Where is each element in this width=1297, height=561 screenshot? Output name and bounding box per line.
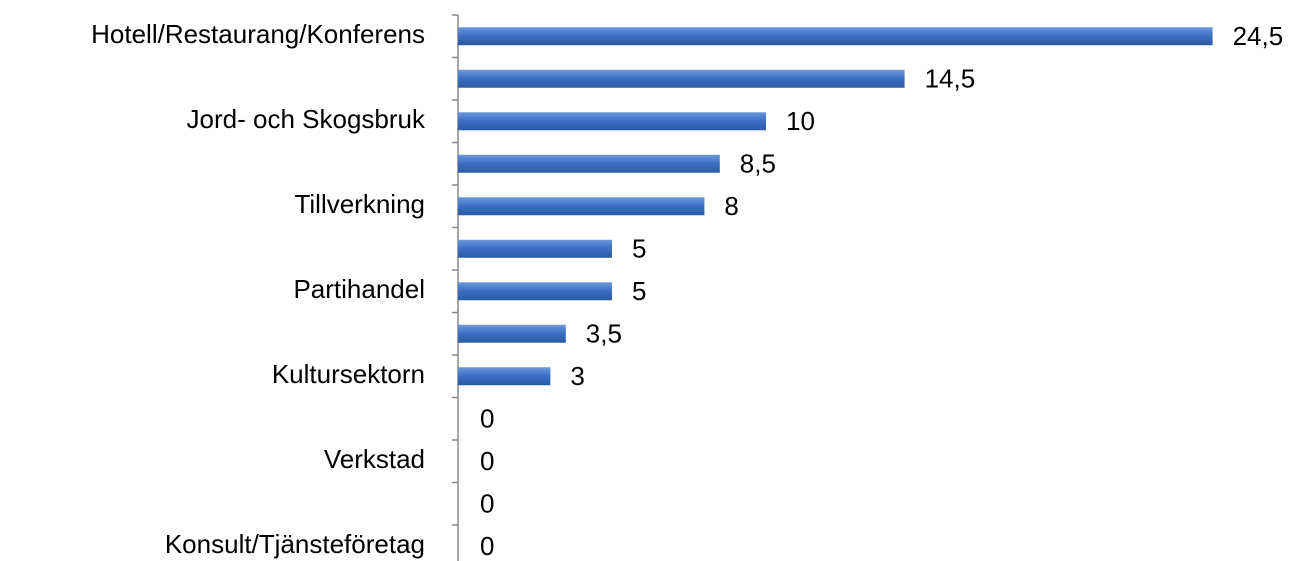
bar xyxy=(458,282,612,301)
category-label: Hotell/Restaurang/Konferens xyxy=(91,19,425,49)
category-label: Kultursektorn xyxy=(272,359,425,389)
bar xyxy=(458,367,551,386)
bar xyxy=(458,112,766,131)
value-label: 8 xyxy=(724,191,738,221)
value-label: 3 xyxy=(570,361,584,391)
category-label: Jord- och Skogsbruk xyxy=(187,104,426,134)
value-label: 24,5 xyxy=(1233,21,1284,51)
bar xyxy=(458,197,705,216)
bar xyxy=(458,27,1213,46)
bar xyxy=(458,69,905,88)
value-label: 14,5 xyxy=(925,64,976,94)
value-label: 0 xyxy=(480,489,494,519)
category-label: Tillverkning xyxy=(294,189,425,219)
value-label: 5 xyxy=(632,234,646,264)
value-label: 5 xyxy=(632,276,646,306)
value-label: 3,5 xyxy=(586,319,622,349)
category-label: Verkstad xyxy=(324,444,425,474)
bar xyxy=(458,154,720,173)
value-label: 10 xyxy=(786,106,815,136)
category-label: Konsult/Tjänsteföretag xyxy=(165,529,425,559)
category-label: Partihandel xyxy=(293,274,425,304)
value-label: 0 xyxy=(480,446,494,476)
bar xyxy=(458,324,566,343)
value-label: 0 xyxy=(480,404,494,434)
bar xyxy=(458,239,612,258)
value-label: 0 xyxy=(480,531,494,561)
value-label: 8,5 xyxy=(740,149,776,179)
